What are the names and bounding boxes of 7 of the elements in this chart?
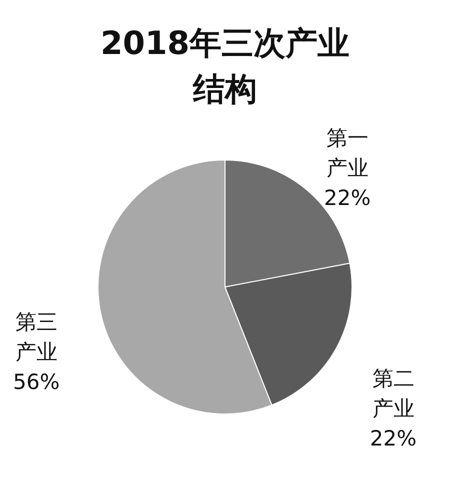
chart-title: 2018年三次产业结构 (100, 24, 350, 108)
slice-label: 第二产业 (372, 366, 414, 420)
slice-label: 第一产业 (326, 126, 368, 180)
slice-label: 第三产业 (15, 310, 58, 364)
data-label: 56% (13, 370, 60, 394)
data-label: 22% (370, 426, 417, 450)
data-label: 22% (324, 186, 371, 210)
